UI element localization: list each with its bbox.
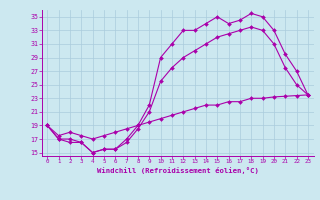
X-axis label: Windchill (Refroidissement éolien,°C): Windchill (Refroidissement éolien,°C) [97,167,259,174]
